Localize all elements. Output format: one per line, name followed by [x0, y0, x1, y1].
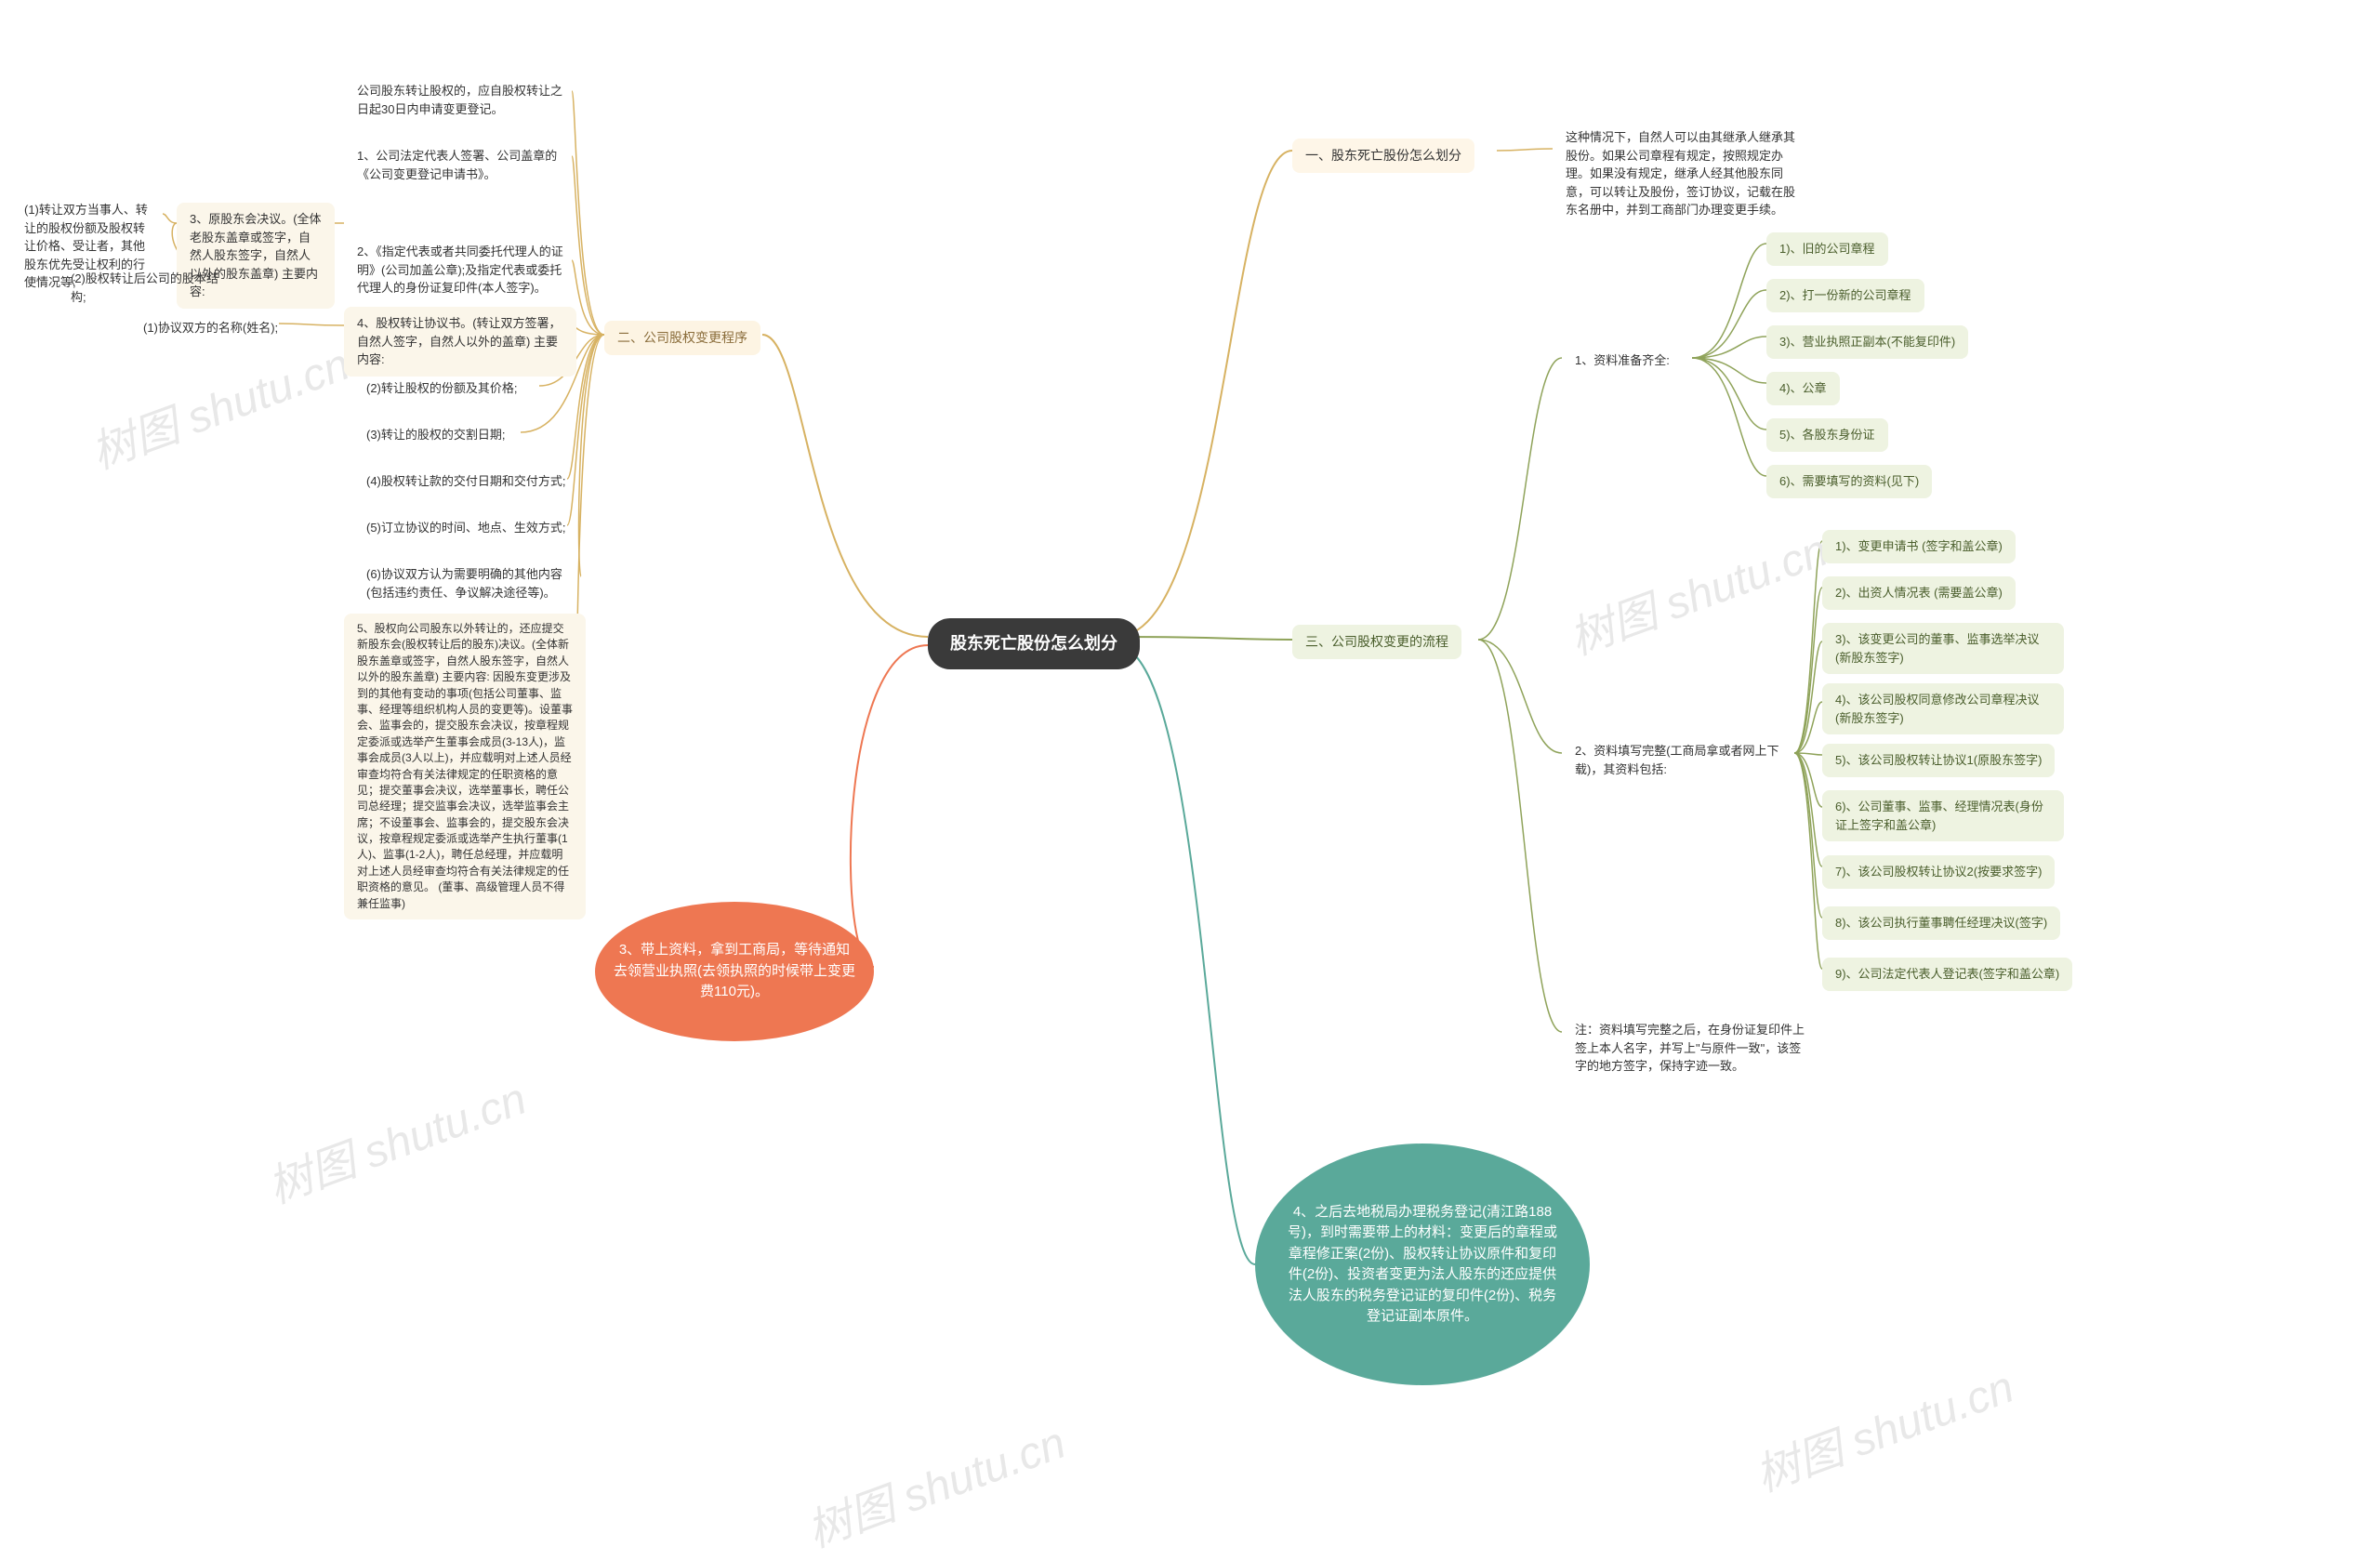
b2-c4-6: (6)协议双方认为需要明确的其他内容(包括违约责任、争议解决途径等)。	[353, 558, 586, 609]
watermark: 树图 shutu.cn	[81, 327, 357, 481]
branch-3[interactable]: 三、公司股权变更的流程	[1292, 625, 1461, 659]
b3-c2-8: 8)、该公司执行董事聘任经理决议(签字)	[1822, 906, 2060, 940]
b2-c3: 2、《指定代表或者共同委托代理人的证明》(公司加盖公章);及指定代表或委托代理人…	[344, 235, 586, 305]
branch-2[interactable]: 二、公司股权变更程序	[604, 321, 760, 355]
b3-c2-9: 9)、公司法定代表人登记表(签字和盖公章)	[1822, 958, 2072, 991]
branch-1[interactable]: 一、股东死亡股份怎么划分	[1292, 139, 1474, 173]
b2-c4-4: (4)股权转让款的交付日期和交付方式;	[353, 465, 579, 498]
b3-c1-2: 2)、打一份新的公司章程	[1766, 279, 1924, 312]
b2-c2: 1、公司法定代表人签署、公司盖章的《公司变更登记申请书》。	[344, 139, 576, 191]
b3-c1-5: 5)、各股东身份证	[1766, 418, 1888, 452]
branch-5[interactable]: 4、之后去地税局办理税务登记(清江路188号)，到时需要带上的材料：变更后的章程…	[1255, 1144, 1590, 1385]
b3-c2-5: 5)、该公司股权转让协议1(原股东签字)	[1822, 744, 2055, 777]
b2-c1: 公司股东转让股权的，应自股权转让之日起30日内申请变更登记。	[344, 74, 576, 126]
b2-c3b-2: (2)股权转让后公司的股本结构;	[58, 262, 244, 313]
b3-c2-7: 7)、该公司股权转让协议2(按要求签字)	[1822, 855, 2055, 889]
b3-c3: 注：资料填写完整之后，在身份证复印件上签上本人名字，并写上"与原件一致"，该签字…	[1562, 1013, 1822, 1083]
watermark: 树图 shutu.cn	[797, 1406, 1073, 1559]
watermark: 树图 shutu.cn	[1559, 513, 1835, 667]
watermark: 树图 shutu.cn	[258, 1062, 534, 1215]
b3-c2-1: 1)、变更申请书 (签字和盖公章)	[1822, 530, 2016, 563]
b3-c1-1: 1)、旧的公司章程	[1766, 232, 1888, 266]
b2-c4-1: (1)协议双方的名称(姓名);	[130, 311, 291, 345]
b2-c4: 4、股权转让协议书。(转让双方签署，自然人签字，自然人以外的盖章) 主要内容:	[344, 307, 576, 377]
b2-c4-5: (5)订立协议的时间、地点、生效方式;	[353, 511, 579, 545]
b3-c2-4: 4)、该公司股权同意修改公司章程决议 (新股东签字)	[1822, 683, 2064, 734]
b2-c4-2: (2)转让股权的份额及其价格;	[353, 372, 531, 405]
b3-c1-3: 3)、营业执照正副本(不能复印件)	[1766, 325, 1968, 359]
b3-c2-6: 6)、公司董事、监事、经理情况表(身份证上签字和盖公章)	[1822, 790, 2064, 841]
b3-c1-6: 6)、需要填写的资料(见下)	[1766, 465, 1932, 498]
b3-c1-4: 4)、公章	[1766, 372, 1840, 405]
b2-c4-3: (3)转让的股权的交割日期;	[353, 418, 519, 452]
b3-c2: 2、资料填写完整(工商局拿或者网上下载)，其资料包括:	[1562, 734, 1804, 786]
center-node[interactable]: 股东死亡股份怎么划分	[928, 618, 1140, 669]
b3-c2-3: 3)、该变更公司的董事、监事选举决议 (新股东签字)	[1822, 623, 2064, 674]
b3-c2-2: 2)、出资人情况表 (需要盖公章)	[1822, 576, 2016, 610]
b3-c1: 1、资料准备齐全:	[1562, 344, 1683, 377]
branch-1-leaf: 这种情况下，自然人可以由其继承人继承其股份。如果公司章程有规定，按照规定办理。如…	[1553, 121, 1813, 227]
watermark: 树图 shutu.cn	[1745, 1350, 2021, 1503]
b2-c5: 5、股权向公司股东以外转让的，还应提交新股东会(股权转让后的股东)决议。(全体新…	[344, 614, 586, 919]
branch-4[interactable]: 3、带上资料，拿到工商局，等待通知去领营业执照(去领执照的时候带上变更费110元…	[595, 902, 874, 1041]
